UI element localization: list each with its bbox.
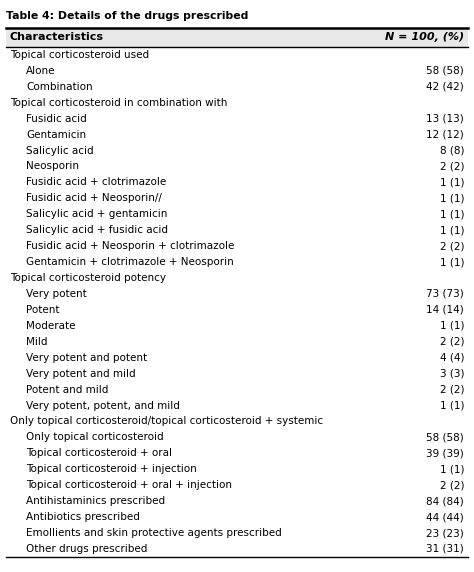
Text: Antihistaminics prescribed: Antihistaminics prescribed xyxy=(27,496,165,506)
Text: 23 (23): 23 (23) xyxy=(427,528,464,538)
Text: Neosporin: Neosporin xyxy=(27,161,79,172)
Text: 58 (58): 58 (58) xyxy=(427,432,464,442)
Text: 1 (1): 1 (1) xyxy=(439,257,464,267)
Text: 1 (1): 1 (1) xyxy=(439,193,464,203)
Text: 14 (14): 14 (14) xyxy=(427,305,464,315)
Text: Moderate: Moderate xyxy=(27,321,76,331)
Text: Salicylic acid + fusidic acid: Salicylic acid + fusidic acid xyxy=(27,225,168,235)
Text: 58 (58): 58 (58) xyxy=(427,66,464,76)
Text: 13 (13): 13 (13) xyxy=(427,114,464,124)
Text: 3 (3): 3 (3) xyxy=(439,369,464,379)
Text: 84 (84): 84 (84) xyxy=(427,496,464,506)
Text: Very potent, potent, and mild: Very potent, potent, and mild xyxy=(27,400,180,411)
Text: Combination: Combination xyxy=(27,82,93,92)
Text: 2 (2): 2 (2) xyxy=(439,161,464,172)
Text: Fusidic acid + clotrimazole: Fusidic acid + clotrimazole xyxy=(27,177,167,188)
Text: 1 (1): 1 (1) xyxy=(439,400,464,411)
Text: Mild: Mild xyxy=(27,337,48,347)
Text: 12 (12): 12 (12) xyxy=(427,130,464,140)
Text: Emollients and skin protective agents prescribed: Emollients and skin protective agents pr… xyxy=(27,528,282,538)
Text: 1 (1): 1 (1) xyxy=(439,209,464,219)
Text: 42 (42): 42 (42) xyxy=(427,82,464,92)
Text: 4 (4): 4 (4) xyxy=(439,353,464,363)
Text: Only topical corticosteroid/topical corticosteroid + systemic: Only topical corticosteroid/topical cort… xyxy=(10,416,323,427)
Text: 39 (39): 39 (39) xyxy=(427,448,464,458)
Text: Salicylic acid: Salicylic acid xyxy=(27,145,94,156)
Bar xyxy=(6,27,468,47)
Text: Fusidic acid + Neosporin//: Fusidic acid + Neosporin// xyxy=(27,193,162,203)
Text: 2 (2): 2 (2) xyxy=(439,337,464,347)
Text: Alone: Alone xyxy=(27,66,56,76)
Text: Other drugs prescribed: Other drugs prescribed xyxy=(27,544,148,554)
Text: Topical corticosteroid + oral + injection: Topical corticosteroid + oral + injectio… xyxy=(27,480,232,490)
Text: Topical corticosteroid + injection: Topical corticosteroid + injection xyxy=(27,464,197,474)
Text: 31 (31): 31 (31) xyxy=(427,544,464,554)
Text: Very potent and potent: Very potent and potent xyxy=(27,353,147,363)
Text: Topical corticosteroid + oral: Topical corticosteroid + oral xyxy=(27,448,173,458)
Text: 2 (2): 2 (2) xyxy=(439,384,464,395)
Text: 1 (1): 1 (1) xyxy=(439,464,464,474)
Text: Potent and mild: Potent and mild xyxy=(27,384,109,395)
Text: 1 (1): 1 (1) xyxy=(439,225,464,235)
Text: Antibiotics prescribed: Antibiotics prescribed xyxy=(27,512,140,522)
Text: Potent: Potent xyxy=(27,305,60,315)
Text: Topical corticosteroid potency: Topical corticosteroid potency xyxy=(10,273,166,283)
Text: Only topical corticosteroid: Only topical corticosteroid xyxy=(27,432,164,442)
Text: 1 (1): 1 (1) xyxy=(439,321,464,331)
Text: Table 4: Details of the drugs prescribed: Table 4: Details of the drugs prescribed xyxy=(6,11,248,21)
Text: 73 (73): 73 (73) xyxy=(427,289,464,299)
Text: Topical corticosteroid used: Topical corticosteroid used xyxy=(10,50,149,60)
Text: 2 (2): 2 (2) xyxy=(439,241,464,251)
Text: Characteristics: Characteristics xyxy=(10,32,104,42)
Text: Salicylic acid + gentamicin: Salicylic acid + gentamicin xyxy=(27,209,168,219)
Text: Gentamicin: Gentamicin xyxy=(27,130,86,140)
Text: Very potent: Very potent xyxy=(27,289,87,299)
Text: 44 (44): 44 (44) xyxy=(427,512,464,522)
Text: Topical corticosteroid in combination with: Topical corticosteroid in combination wi… xyxy=(10,98,227,108)
Text: Very potent and mild: Very potent and mild xyxy=(27,369,136,379)
Text: Fusidic acid: Fusidic acid xyxy=(27,114,87,124)
Text: N = 100, (%): N = 100, (%) xyxy=(385,32,464,42)
Text: Gentamicin + clotrimazole + Neosporin: Gentamicin + clotrimazole + Neosporin xyxy=(27,257,234,267)
Text: 2 (2): 2 (2) xyxy=(439,480,464,490)
Text: Fusidic acid + Neosporin + clotrimazole: Fusidic acid + Neosporin + clotrimazole xyxy=(27,241,235,251)
Text: 8 (8): 8 (8) xyxy=(439,145,464,156)
Text: 1 (1): 1 (1) xyxy=(439,177,464,188)
